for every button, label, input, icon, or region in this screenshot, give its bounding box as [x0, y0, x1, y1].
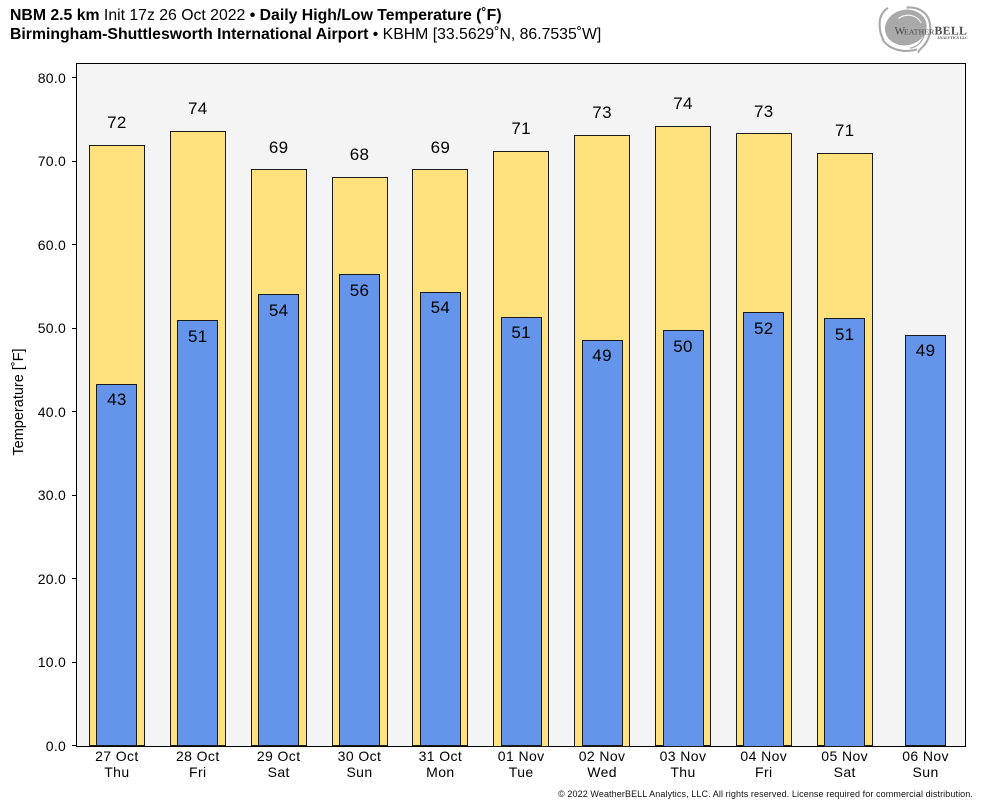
svg-text:EATHER: EATHER — [904, 28, 935, 37]
svg-text:ANALYTICS LLC: ANALYTICS LLC — [937, 36, 968, 40]
svg-text:W: W — [895, 26, 906, 38]
svg-text:BELL: BELL — [935, 24, 968, 38]
